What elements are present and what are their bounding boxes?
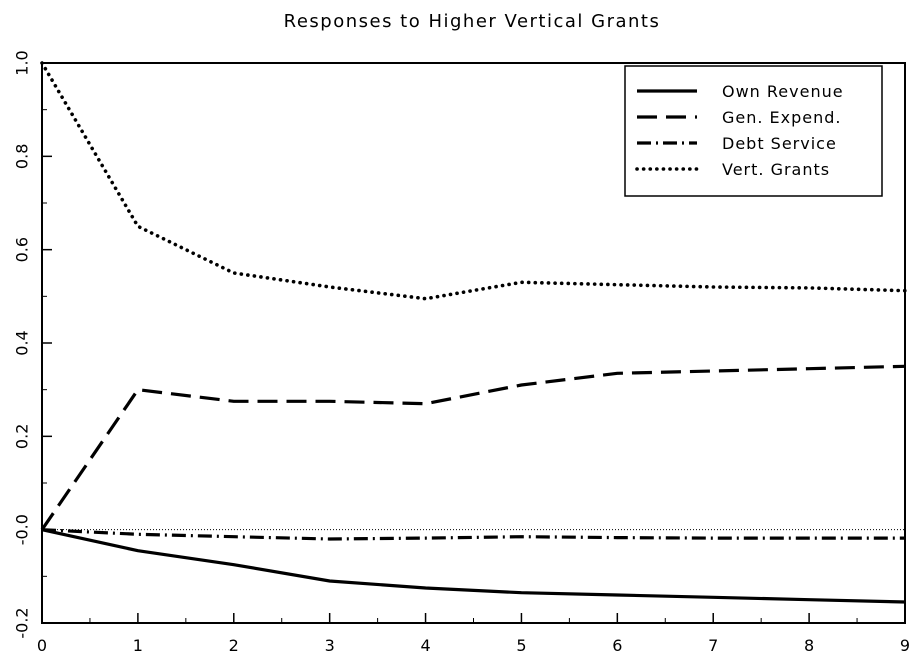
x-tick-label: 4 [420,636,430,655]
series-line-gen-expend [40,364,906,531]
series-layer [40,61,907,604]
legend-label: Own Revenue [722,82,844,101]
y-tick-label: 0.6 [13,237,32,262]
x-tick-label: 2 [229,636,239,655]
x-tick-label: 7 [708,636,718,655]
y-tick-label: 0.8 [13,144,32,169]
legend-label: Debt Service [722,134,837,153]
x-tick-label: 3 [325,636,335,655]
y-tick-label: -0.2 [13,607,32,638]
y-tick-label: 1.0 [13,50,32,75]
legend: Own Revenue Gen. Expend. Debt Service Vert.… [624,65,883,197]
x-axis: 0 1 2 3 4 5 6 7 8 9 [37,613,910,655]
series-line-vert-grants [40,61,907,301]
x-tick-label: 1 [133,636,143,655]
y-tick-label: 0.2 [13,424,32,449]
y-axis: -0.2 -0.0 0.2 0.4 0.6 0.8 1.0 [13,50,52,639]
y-tick-label: 0.4 [13,330,32,355]
x-tick-label: 6 [612,636,622,655]
series-line-debt-service [41,528,905,541]
x-tick-label: 9 [900,636,910,655]
chart-title: Responses to Higher Vertical Grants [284,11,661,32]
legend-label: Vert. Grants [722,160,830,179]
x-tick-label: 8 [804,636,814,655]
x-tick-label: 0 [37,636,47,655]
x-tick-label: 5 [516,636,526,655]
legend-label: Gen. Expend. [722,108,842,127]
legend-box [624,65,883,197]
series-line-own-revenue [41,528,906,604]
y-tick-label: -0.0 [13,514,32,545]
